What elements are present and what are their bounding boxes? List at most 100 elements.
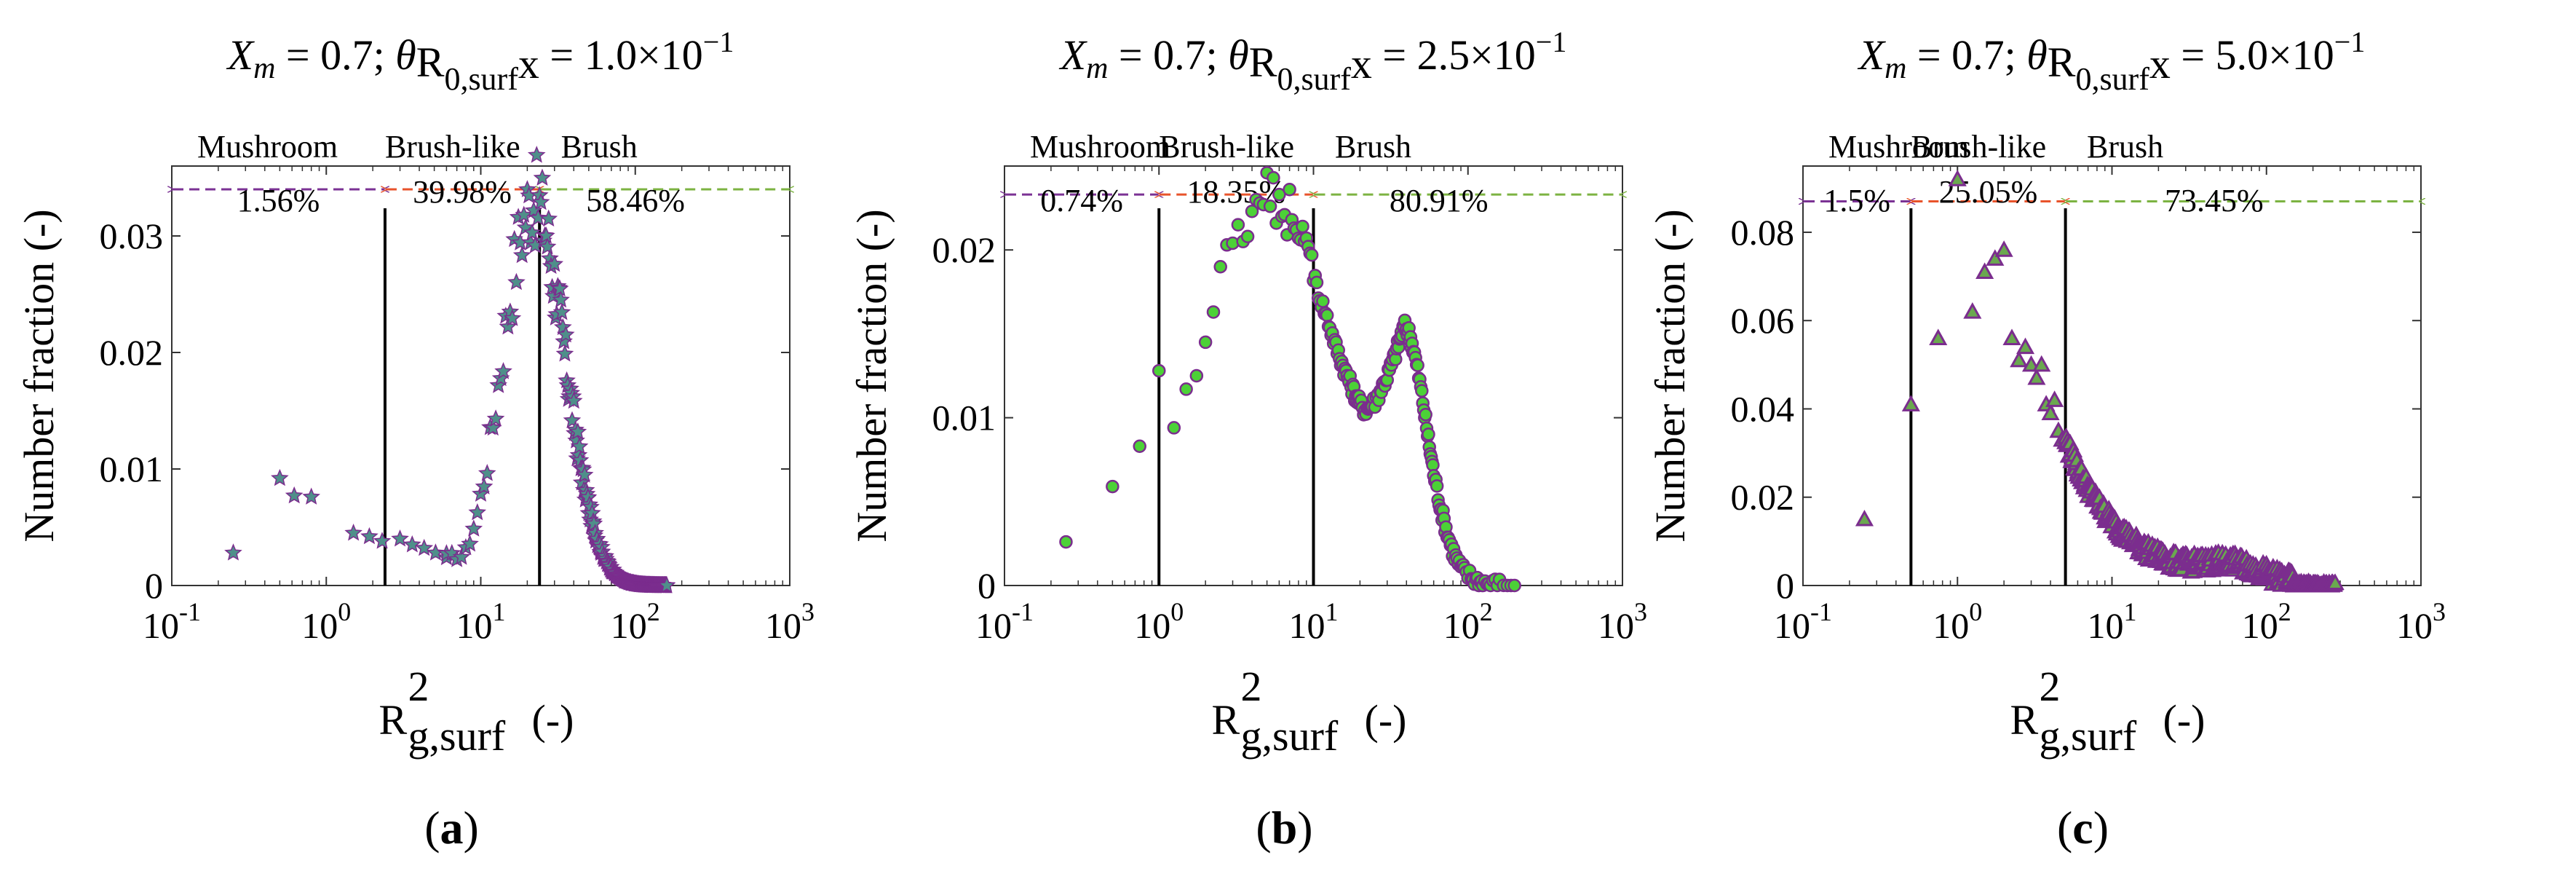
- data-point: [468, 502, 487, 521]
- data-point: [1948, 170, 1967, 186]
- y-tick-label: 0: [978, 565, 996, 606]
- data-point: [499, 317, 518, 335]
- region-name: Brush-like: [385, 129, 520, 165]
- subfigure-label: (b): [1256, 802, 1312, 854]
- data-point: [1106, 479, 1119, 494]
- subfigure-label: (c): [2057, 802, 2109, 854]
- data-point: [512, 245, 531, 264]
- data-point: [527, 146, 546, 163]
- region-name: Mushroom: [197, 129, 338, 165]
- region-percent: 58.46%: [586, 183, 685, 218]
- subfigure-label: (a): [424, 802, 479, 854]
- data-point: [373, 532, 392, 549]
- data-point: [483, 418, 502, 436]
- region-name: Mushroom: [1030, 129, 1170, 165]
- x-tick-label: 100: [1933, 597, 1982, 646]
- data-point: [1422, 427, 1435, 441]
- data-point: [1986, 249, 2005, 266]
- x-axis-label-unit: (-): [1365, 696, 1407, 744]
- data-point: [344, 524, 362, 541]
- x-tick-label: 101: [456, 597, 506, 646]
- y-tick-label: 0.06: [1731, 300, 1795, 341]
- y-tick-label: 0.02: [932, 229, 996, 270]
- data-point: [302, 487, 320, 505]
- data-point: [1430, 479, 1444, 493]
- data-point: [2002, 328, 2021, 345]
- region-name: Brush: [2087, 129, 2163, 165]
- data-point: [555, 344, 574, 362]
- data-point: [285, 486, 304, 504]
- y-tick-label: 0: [1776, 565, 1794, 606]
- y-axis-label: Number fraction (-): [15, 209, 63, 542]
- data-point: [550, 279, 569, 297]
- data-point: [1059, 535, 1073, 549]
- data-point: [1304, 248, 1319, 262]
- x-tick-label: 10-1: [975, 597, 1034, 646]
- x-axis-label-sup: 2: [408, 663, 429, 710]
- x-tick-label: 103: [765, 597, 815, 646]
- data-point: [537, 226, 555, 244]
- data-point: [461, 535, 479, 552]
- x-tick-label: 10-1: [143, 597, 201, 646]
- x-tick-label: 101: [2088, 597, 2137, 646]
- data-point: [657, 576, 676, 594]
- data-point: [1133, 439, 1146, 454]
- y-tick-label: 0.03: [100, 216, 164, 256]
- data-point: [391, 529, 409, 547]
- data-point: [1272, 187, 1286, 202]
- panel-title: Xm = 0.7; θR0,surfx = 1.0×10−1: [226, 25, 734, 97]
- data-point: [494, 362, 512, 379]
- data-point: [403, 535, 421, 553]
- panel-a: 10-1 100 101 102 103 0 0.01 0.02 0.03 Number frac…: [15, 25, 815, 854]
- data-point: [360, 527, 379, 545]
- region-percent: 0.74%: [1040, 183, 1123, 218]
- data-point: [1213, 259, 1227, 274]
- x-tick-label: 102: [2242, 597, 2291, 646]
- data-point: [477, 464, 496, 481]
- x-axis-label: R: [2010, 696, 2039, 744]
- data-point: [2326, 573, 2345, 591]
- data-point: [538, 237, 557, 255]
- data-point: [1152, 363, 1166, 378]
- x-tick-label: 100: [1134, 597, 1184, 646]
- data-point: [552, 303, 571, 320]
- data-point: [486, 409, 505, 427]
- data-point: [2016, 337, 2035, 355]
- panel-b: 10-1 100 101 102 103 0 0.01 0.02 Number fraction…: [848, 25, 1647, 854]
- x-tick-label: 103: [1598, 597, 1647, 646]
- data-point: [1411, 358, 1424, 372]
- data-point: [531, 192, 550, 210]
- data-point: [556, 325, 575, 343]
- data-point: [1296, 219, 1309, 234]
- data-point: [464, 519, 483, 537]
- y-tick-label: 0.02: [100, 332, 164, 373]
- x-axis-label-sub: g,surf: [2040, 712, 2137, 760]
- x-tick-label: 10-1: [1774, 597, 1832, 646]
- data-point: [224, 543, 242, 561]
- data-point: [1263, 200, 1277, 213]
- region-name: Brush: [1335, 129, 1411, 165]
- data-point: [575, 465, 594, 483]
- region-name: Mushroom: [1828, 129, 1969, 165]
- data-point: [1929, 328, 1948, 345]
- panel-title: Xm = 0.7; θR0,surfx = 2.5×10−1: [1059, 25, 1567, 97]
- data-point: [1198, 335, 1213, 350]
- data-point: [528, 208, 547, 226]
- data-point: [2045, 390, 2064, 407]
- data-point: [1975, 262, 1994, 280]
- data-point: [1245, 204, 1259, 218]
- x-axis-label-sup: 2: [2040, 663, 2061, 710]
- data-point: [1189, 368, 1204, 383]
- data-series: [224, 146, 676, 594]
- data-point: [475, 477, 494, 494]
- data-point: [1419, 407, 1432, 422]
- data-point: [503, 309, 522, 326]
- data-point: [1206, 305, 1221, 319]
- y-axis-label: Number fraction (-): [1646, 209, 1694, 542]
- region-percent: 80.91%: [1390, 183, 1489, 218]
- data-series: [1855, 170, 2345, 593]
- x-axis-label-sub: g,surf: [408, 712, 506, 760]
- x-axis-label-sub: g,surf: [1241, 712, 1339, 760]
- data-series: [1059, 165, 1521, 593]
